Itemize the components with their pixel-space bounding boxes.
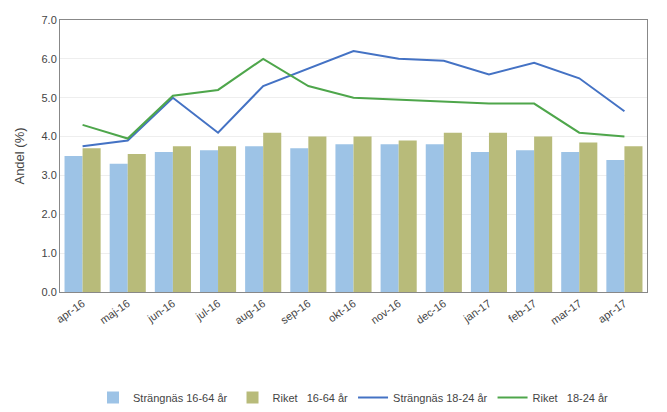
svg-text:dec-16: dec-16 bbox=[414, 297, 448, 326]
svg-text:feb-17: feb-17 bbox=[506, 297, 538, 325]
svg-text:maj-16: maj-16 bbox=[98, 297, 132, 326]
svg-text:apr-17: apr-17 bbox=[596, 297, 629, 325]
svg-text:Riket 18-24 år: Riket 18-24 år bbox=[533, 392, 609, 404]
svg-text:jan-17: jan-17 bbox=[461, 297, 494, 325]
svg-text:0.0: 0.0 bbox=[42, 286, 57, 298]
svg-text:jun-16: jun-16 bbox=[144, 297, 177, 325]
svg-text:3.0: 3.0 bbox=[42, 169, 57, 181]
svg-text:4.0: 4.0 bbox=[42, 130, 57, 142]
svg-text:6.0: 6.0 bbox=[42, 53, 57, 65]
svg-text:mar-17: mar-17 bbox=[548, 297, 583, 327]
svg-text:5.0: 5.0 bbox=[42, 92, 57, 104]
svg-text:nov-16: nov-16 bbox=[369, 297, 403, 326]
svg-text:Strängnäs 16-64 år: Strängnäs 16-64 år bbox=[133, 392, 228, 404]
svg-text:2.0: 2.0 bbox=[42, 208, 57, 220]
svg-text:7.0: 7.0 bbox=[42, 14, 57, 26]
svg-text:aug-16: aug-16 bbox=[233, 297, 268, 326]
svg-text:sep-16: sep-16 bbox=[278, 297, 312, 326]
svg-text:Strängnäs 18-24 år: Strängnäs 18-24 år bbox=[393, 392, 488, 404]
svg-text:1.0: 1.0 bbox=[42, 247, 57, 259]
svg-text:Riket 16-64 år: Riket 16-64 år bbox=[273, 392, 349, 404]
svg-text:apr-16: apr-16 bbox=[54, 297, 87, 325]
svg-text:Andel (%): Andel (%) bbox=[12, 127, 27, 184]
svg-text:okt-16: okt-16 bbox=[326, 297, 358, 324]
svg-text:jul-16: jul-16 bbox=[193, 297, 223, 323]
